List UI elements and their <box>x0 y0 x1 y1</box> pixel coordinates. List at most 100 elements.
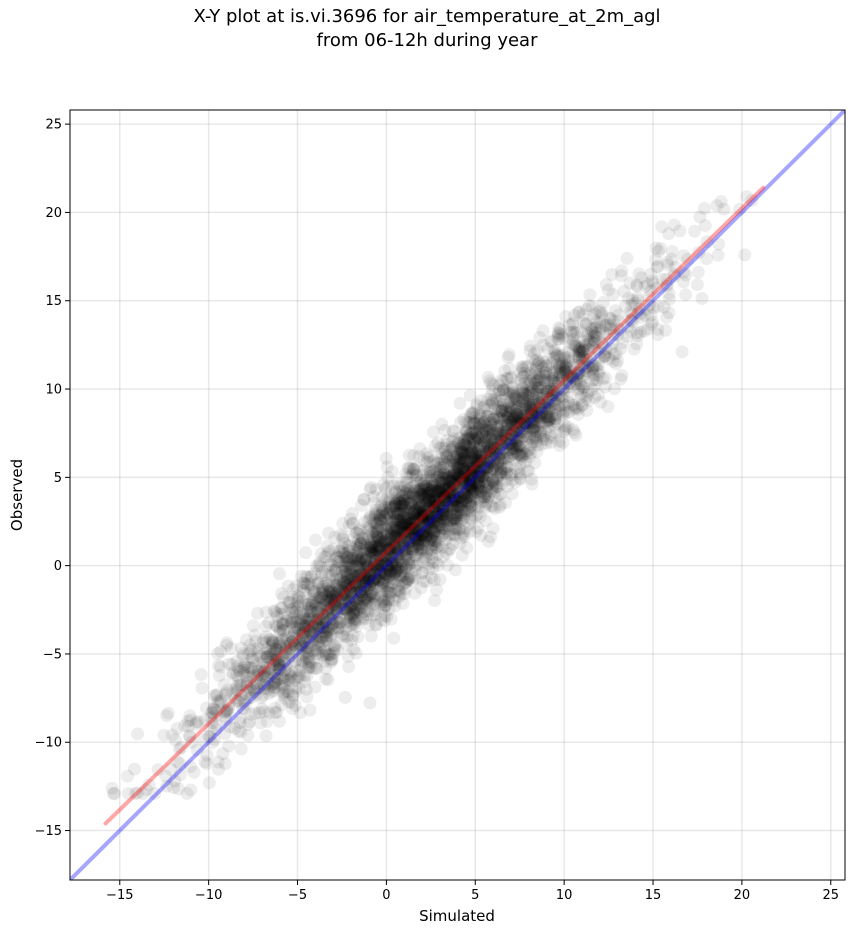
scatter-point <box>531 438 545 452</box>
scatter-point <box>550 358 564 372</box>
scatter-point <box>315 587 329 601</box>
scatter-point <box>366 541 380 555</box>
scatter-point <box>342 519 356 533</box>
scatter-point <box>568 400 582 414</box>
scatter-point <box>397 535 410 549</box>
scatter-point <box>266 647 280 661</box>
scatter-point <box>529 362 543 376</box>
scatter-point <box>377 584 390 598</box>
scatter-point <box>463 410 477 424</box>
scatter-point <box>341 550 355 564</box>
scatter-point <box>367 558 381 572</box>
scatter-point <box>372 562 385 576</box>
scatter-point <box>542 420 556 433</box>
scatter-point <box>533 426 546 440</box>
scatter-point <box>256 688 270 702</box>
scatter-point <box>381 593 395 607</box>
scatter-point <box>395 489 409 503</box>
scatter-point <box>342 543 356 557</box>
scatter-point <box>464 407 478 421</box>
scatter-point <box>427 472 441 486</box>
scatter-point <box>395 531 409 545</box>
scatter-point <box>405 522 419 536</box>
scatter-point <box>545 394 559 408</box>
scatter-point <box>425 515 439 529</box>
scatter-point <box>509 445 523 459</box>
scatter-point <box>431 436 445 450</box>
scatter-point <box>381 527 395 541</box>
scatter-point <box>376 534 390 548</box>
scatter-point <box>516 388 530 402</box>
scatter-point <box>330 615 344 629</box>
scatter-point <box>464 493 478 507</box>
scatter-point <box>355 601 369 615</box>
scatter-point <box>467 460 480 474</box>
scatter-point <box>460 541 474 555</box>
scatter-point <box>322 569 336 583</box>
scatter-point <box>480 468 493 482</box>
scatter-point <box>353 584 367 598</box>
scatter-point <box>278 678 292 692</box>
scatter-point <box>239 697 253 711</box>
scatter-point <box>442 542 456 556</box>
scatter-point <box>527 394 541 408</box>
scatter-point <box>505 487 519 501</box>
scatter-point <box>344 567 358 581</box>
scatter-point <box>367 557 381 571</box>
scatter-point <box>452 453 466 467</box>
scatter-point <box>449 521 463 535</box>
scatter-point <box>414 500 428 514</box>
scatter-point <box>617 284 631 298</box>
scatter-point <box>504 400 518 414</box>
scatter-point <box>269 654 283 668</box>
scatter-point <box>466 451 480 465</box>
scatter-point <box>263 652 277 666</box>
scatter-point <box>293 641 307 655</box>
scatter-point <box>322 584 336 598</box>
scatter-point <box>276 624 290 637</box>
scatter-point <box>456 503 470 517</box>
scatter-point <box>500 473 514 487</box>
scatter-point <box>390 491 404 505</box>
scatter-point <box>415 528 429 542</box>
scatter-point <box>524 385 537 399</box>
scatter-point <box>380 560 394 574</box>
scatter-point <box>348 616 362 630</box>
scatter-point <box>475 469 489 483</box>
scatter-point <box>415 509 429 523</box>
scatter-point <box>341 568 355 582</box>
scatter-point <box>342 594 356 608</box>
scatter-point <box>497 462 511 476</box>
scatter-point <box>321 622 335 635</box>
scatter-point <box>357 562 371 576</box>
scatter-point <box>401 519 415 533</box>
scatter-point <box>577 316 591 330</box>
scatter-point <box>456 477 470 491</box>
scatter-point <box>357 535 371 549</box>
scatter-point <box>487 442 501 456</box>
scatter-point <box>401 501 415 515</box>
scatter-point <box>470 397 484 411</box>
scatter-point <box>506 447 520 461</box>
scatter-point <box>214 693 228 707</box>
scatter-point <box>438 492 452 506</box>
scatter-point <box>319 672 333 686</box>
scatter-point <box>352 555 366 569</box>
scatter-point <box>526 384 540 397</box>
scatter-point <box>523 442 537 456</box>
scatter-point <box>298 619 312 633</box>
scatter-point <box>348 578 362 592</box>
scatter-point <box>611 308 625 322</box>
scatter-point <box>525 407 539 421</box>
scatter-point <box>599 327 613 341</box>
scatter-point <box>435 490 449 504</box>
scatter-point <box>284 617 298 630</box>
scatter-point <box>472 469 486 483</box>
scatter-point <box>374 533 388 547</box>
scatter-point <box>397 520 411 534</box>
scatter-point <box>329 549 343 563</box>
scatter-point <box>372 537 386 551</box>
scatter-point <box>486 522 500 536</box>
scatter-point <box>501 371 515 385</box>
scatter-point <box>455 531 468 545</box>
